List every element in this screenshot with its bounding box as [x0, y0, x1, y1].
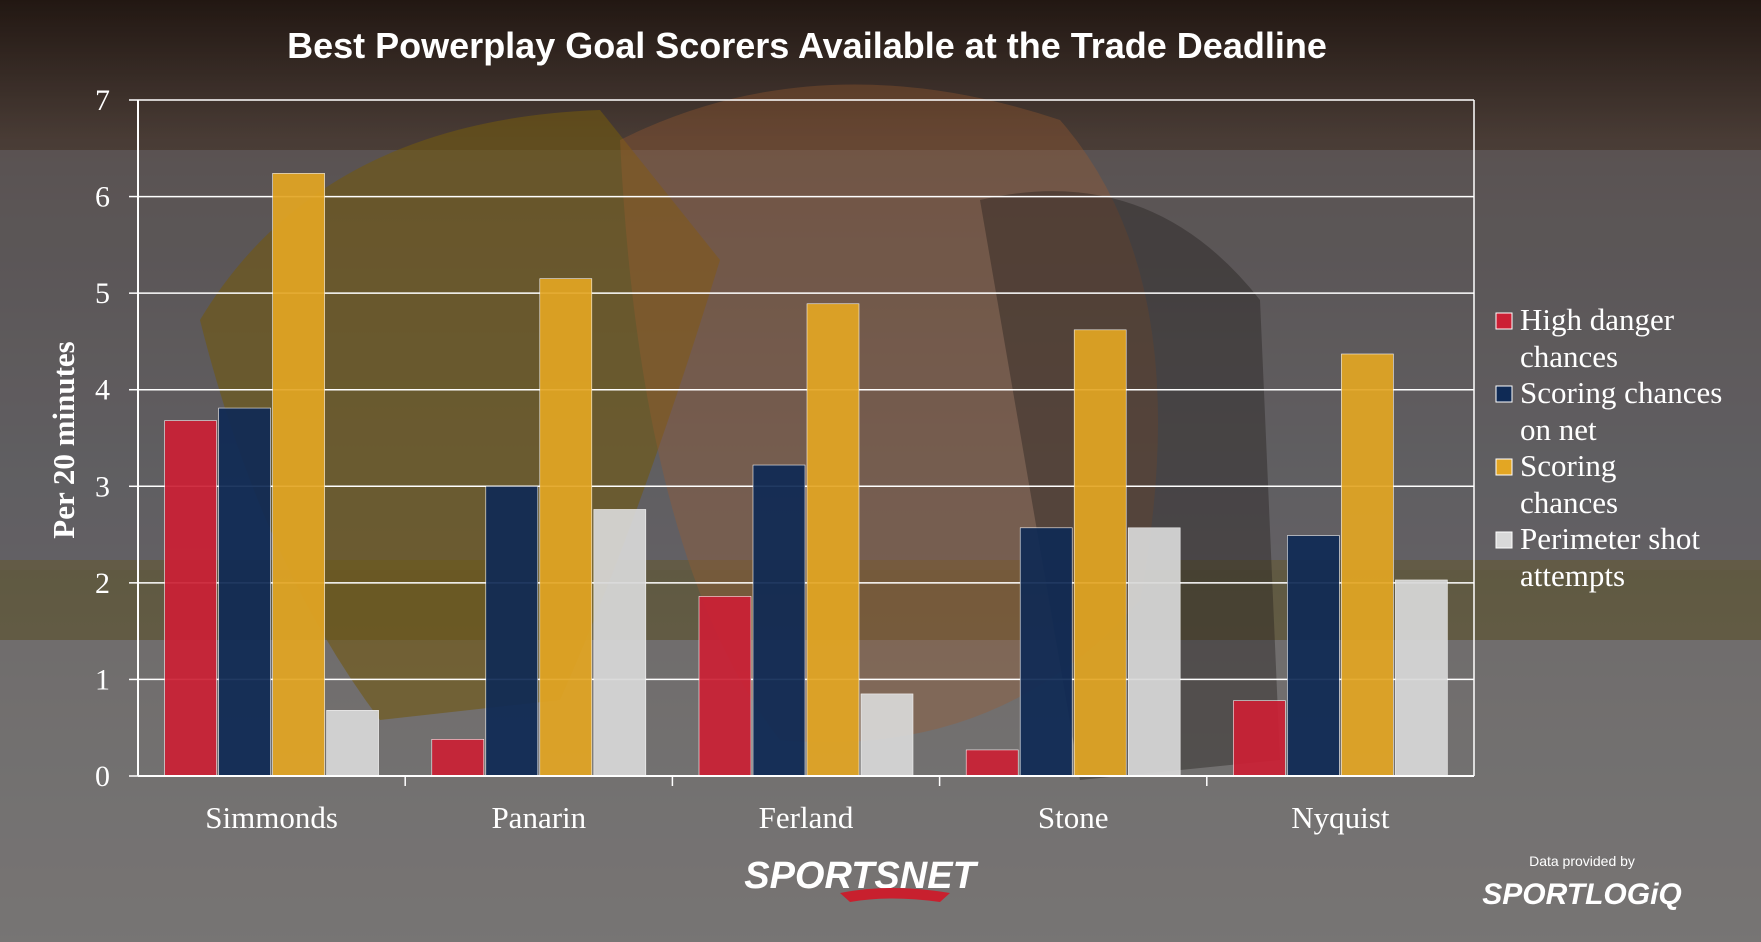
bar-panarin-high-danger-chances — [431, 739, 485, 777]
bar-panarin-scoring-chances-on-net — [485, 485, 539, 777]
bar-panarin-scoring-chances — [539, 278, 593, 777]
x-tick-label: Panarin — [491, 800, 586, 835]
bar-stone-high-danger-chances — [965, 749, 1019, 777]
bar-ferland-perimeter-shot-attempts — [860, 693, 914, 777]
legend-swatch — [1495, 385, 1513, 403]
legend-label: Scoring chances — [1520, 448, 1618, 520]
y-axis: 0 1 2 3 4 5 6 7 — [95, 84, 139, 793]
chart-title: Best Powerplay Goal Scorers Available at… — [287, 25, 1327, 66]
bar-stone-scoring-chances-on-net — [1019, 527, 1073, 777]
y-tick-label: 0 — [95, 760, 110, 793]
bar-nyquist-scoring-chances-on-net — [1287, 535, 1340, 777]
x-axis: Simmonds Panarin Ferland Stone Nyquist — [138, 775, 1474, 835]
legend-label: Scoring chances on net — [1520, 375, 1722, 447]
y-tick-label: 3 — [95, 470, 110, 503]
sportlogiq-logo: SPORTLOGiQ — [1482, 878, 1681, 911]
bar-simmonds-perimeter-shot-attempts — [326, 710, 379, 777]
data-provided-by: Data provided by — [1529, 853, 1635, 869]
bar-stone-scoring-chances — [1073, 329, 1127, 777]
x-tick-label: Nyquist — [1291, 800, 1390, 835]
sportsnet-logo: SPORTSNET — [744, 855, 979, 902]
legend-label: Perimeter shot attempts — [1520, 521, 1700, 593]
x-tick-label: Simmonds — [205, 800, 338, 835]
y-tick-label: 4 — [95, 374, 110, 407]
legend-swatch — [1495, 458, 1513, 476]
legend-swatch — [1495, 531, 1513, 549]
bar-ferland-scoring-chances — [806, 303, 860, 777]
bar-nyquist-perimeter-shot-attempts — [1395, 579, 1448, 777]
y-tick-label: 6 — [95, 181, 110, 214]
sportsnet-swoosh-icon — [840, 888, 950, 902]
bar-simmonds-scoring-chances-on-net — [218, 407, 271, 777]
x-tick-label: Ferland — [759, 800, 854, 835]
bars — [164, 173, 1448, 777]
y-tick-label: 1 — [95, 663, 110, 696]
bar-stone-perimeter-shot-attempts — [1127, 527, 1181, 777]
bar-simmonds-scoring-chances — [272, 173, 325, 777]
bar-ferland-high-danger-chances — [698, 596, 752, 777]
legend-label: High danger chances — [1520, 302, 1675, 374]
bar-nyquist-scoring-chances — [1341, 353, 1394, 777]
y-tick-label: 7 — [95, 84, 110, 117]
y-tick-label: 2 — [95, 567, 110, 600]
y-tick-label: 5 — [95, 277, 110, 310]
legend-swatch — [1495, 312, 1513, 330]
bar-simmonds-high-danger-chances — [164, 420, 217, 777]
x-tick-label: Stone — [1038, 800, 1109, 835]
bar-panarin-perimeter-shot-attempts — [593, 509, 647, 777]
y-axis-label: Per 20 minutes — [46, 341, 81, 538]
bar-ferland-scoring-chances-on-net — [752, 464, 806, 777]
gridlines — [138, 99, 1475, 777]
bar-nyquist-high-danger-chances — [1233, 700, 1286, 777]
